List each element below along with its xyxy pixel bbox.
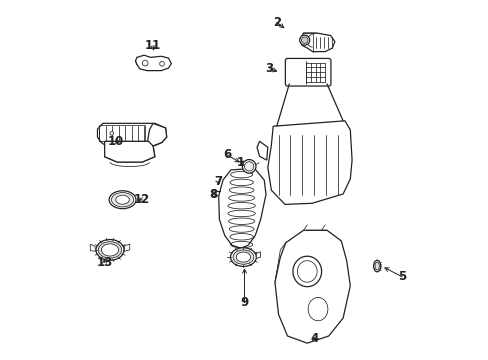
Ellipse shape — [307, 297, 327, 321]
Polygon shape — [257, 141, 267, 160]
Ellipse shape — [299, 35, 309, 45]
Text: 8: 8 — [209, 188, 217, 201]
Ellipse shape — [111, 193, 133, 207]
Polygon shape — [218, 169, 265, 248]
Ellipse shape — [110, 132, 113, 135]
Text: 10: 10 — [107, 135, 123, 148]
Ellipse shape — [373, 260, 380, 272]
Ellipse shape — [98, 242, 122, 258]
Ellipse shape — [236, 252, 250, 262]
Polygon shape — [274, 230, 349, 343]
Text: 2: 2 — [272, 16, 280, 29]
Ellipse shape — [230, 248, 256, 266]
Ellipse shape — [101, 244, 119, 256]
Text: 3: 3 — [265, 62, 273, 75]
Text: 11: 11 — [144, 39, 161, 52]
Ellipse shape — [96, 239, 124, 260]
Polygon shape — [124, 244, 129, 251]
Text: 7: 7 — [214, 175, 222, 188]
Polygon shape — [147, 123, 166, 146]
Polygon shape — [256, 252, 260, 258]
Ellipse shape — [244, 162, 253, 171]
Text: 13: 13 — [96, 256, 113, 269]
Polygon shape — [300, 33, 334, 51]
Text: 6: 6 — [223, 148, 231, 161]
Ellipse shape — [116, 195, 129, 204]
Text: 1: 1 — [236, 156, 244, 169]
Text: 9: 9 — [240, 296, 248, 309]
Polygon shape — [267, 121, 351, 204]
Polygon shape — [104, 141, 155, 162]
Ellipse shape — [242, 159, 255, 173]
Polygon shape — [90, 244, 96, 251]
Ellipse shape — [160, 62, 164, 66]
Ellipse shape — [109, 191, 136, 209]
Ellipse shape — [374, 262, 379, 270]
Text: 5: 5 — [397, 270, 406, 283]
FancyBboxPatch shape — [285, 58, 330, 86]
Text: 4: 4 — [310, 332, 318, 345]
Bar — [99, 126, 145, 141]
Ellipse shape — [301, 37, 307, 43]
Ellipse shape — [211, 189, 216, 194]
Text: 12: 12 — [134, 193, 150, 206]
Ellipse shape — [142, 60, 148, 66]
Ellipse shape — [233, 250, 253, 264]
Polygon shape — [97, 123, 166, 162]
Ellipse shape — [292, 256, 321, 287]
Polygon shape — [135, 55, 171, 71]
